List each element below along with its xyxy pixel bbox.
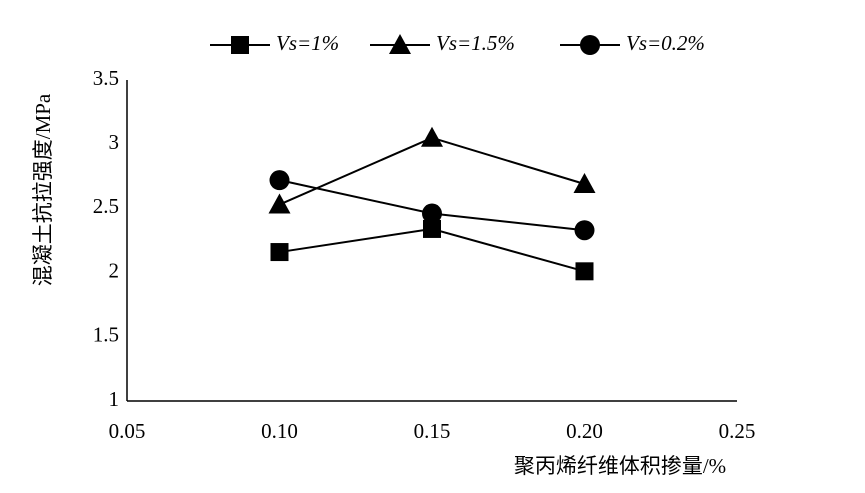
marker	[573, 173, 596, 194]
y-tick-label: 2	[109, 258, 120, 282]
legend-label: Vs=1.5%	[436, 31, 515, 55]
x-tick-label: 0.15	[414, 419, 451, 443]
x-tick-label: 0.05	[109, 419, 146, 443]
marker	[231, 36, 249, 54]
x-tick-label: 0.20	[566, 419, 603, 443]
x-tick-label: 0.25	[719, 419, 756, 443]
series-line	[279, 136, 585, 206]
marker	[421, 126, 443, 147]
x-tick-label: 0.10	[261, 419, 298, 443]
y-tick-label: 3	[109, 130, 120, 154]
x-axis-label: 聚丙烯纤维体积掺量/%	[514, 454, 726, 478]
marker	[268, 193, 291, 214]
legend-label: Vs=0.2%	[626, 31, 705, 55]
y-tick-label: 3.5	[93, 66, 119, 90]
marker	[575, 262, 594, 281]
marker	[422, 203, 442, 224]
y-tick-label: 1	[109, 387, 120, 411]
y-tick-label: 1.5	[93, 323, 119, 347]
y-tick-label: 2.5	[93, 194, 119, 218]
marker	[580, 35, 600, 55]
marker	[269, 170, 290, 191]
marker	[574, 220, 595, 241]
legend-label: Vs=1%	[276, 31, 339, 55]
marker	[423, 219, 441, 238]
marker	[389, 34, 411, 54]
y-axis-label: 混凝土抗拉强度/MPa	[31, 93, 55, 286]
marker	[270, 243, 289, 262]
